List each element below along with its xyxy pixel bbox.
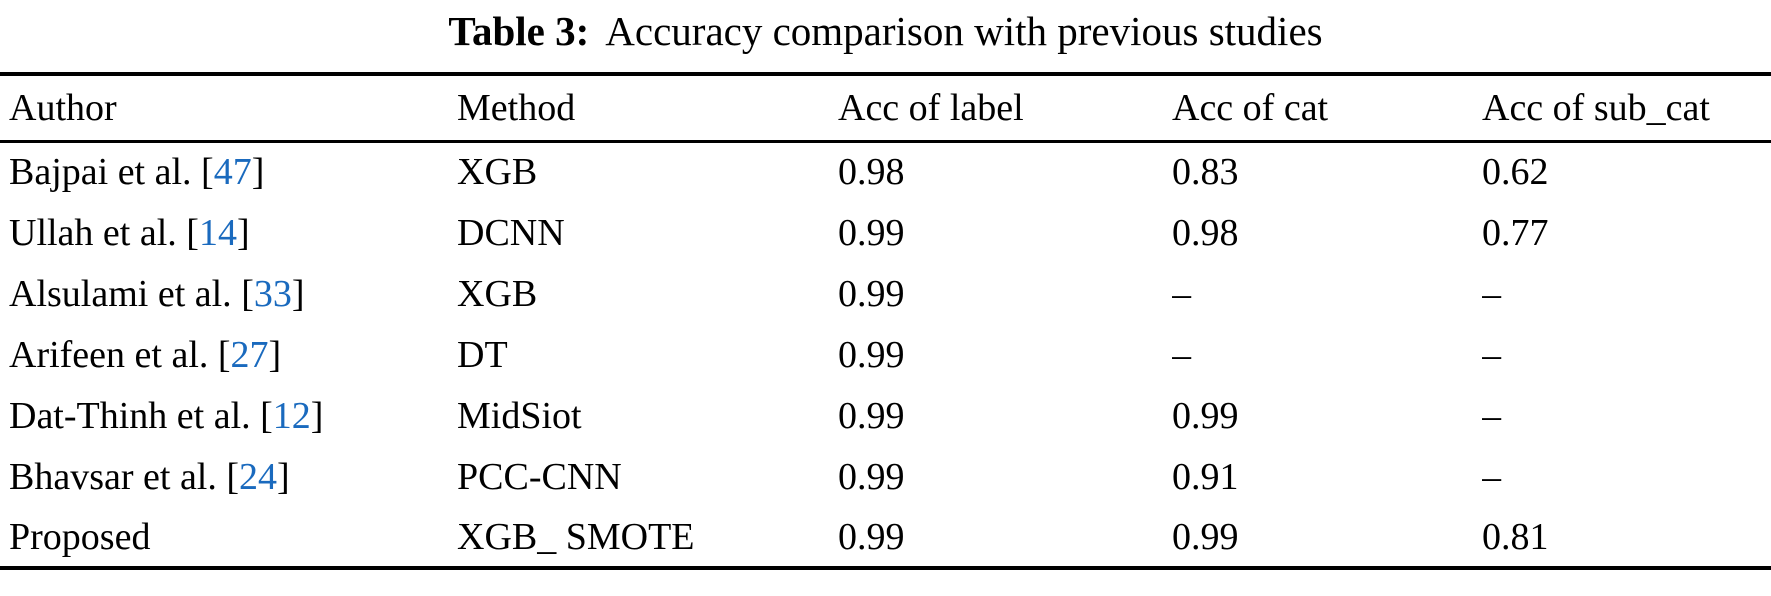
cite-bracket-open: [ xyxy=(208,333,231,376)
acc-cat-cell: – xyxy=(1172,272,1191,315)
acc-cat-cell: 0.91 xyxy=(1172,455,1239,498)
method-cell: XGB_ SMOTE xyxy=(457,515,695,558)
cite-bracket-open: [ xyxy=(176,211,199,254)
table-row: Bhavsar et al. [24] PCC-CNN 0.99 0.91 – xyxy=(0,446,1771,507)
col-header-author: Author xyxy=(9,86,117,129)
citation-link[interactable]: 27 xyxy=(230,333,269,376)
acc-label-cell: 0.98 xyxy=(838,151,905,194)
author-cell: Alsulami et al. [33] xyxy=(0,263,457,324)
author-name: Dat-Thinh et al. xyxy=(9,394,251,437)
table-row: Arifeen et al. [27] DT 0.99 – – xyxy=(0,324,1771,385)
acc-label-cell: 0.99 xyxy=(838,515,905,558)
method-cell: PCC-CNN xyxy=(457,455,622,498)
acc-subcat-cell: – xyxy=(1482,272,1501,315)
author-name: Arifeen et al. xyxy=(9,333,209,376)
citation-link[interactable]: 12 xyxy=(272,394,311,437)
acc-cat-cell: 0.98 xyxy=(1172,211,1239,254)
acc-label-cell: 0.99 xyxy=(838,272,905,315)
acc-cat-cell: 0.83 xyxy=(1172,151,1239,194)
cite-bracket-close: ] xyxy=(291,272,305,315)
col-header-acc-sub-cat: Acc of sub_cat xyxy=(1482,86,1710,129)
author-cell: Arifeen et al. [27] xyxy=(0,324,457,385)
cite-bracket-open: [ xyxy=(231,272,254,315)
table-row: Alsulami et al. [33] XGB 0.99 – – xyxy=(0,263,1771,324)
table-header-row: Author Method Acc of label Acc of cat Ac… xyxy=(0,74,1771,141)
method-cell: MidSiot xyxy=(457,394,582,437)
cite-bracket-open: [ xyxy=(191,151,214,194)
method-cell: DCNN xyxy=(457,211,565,254)
cite-bracket-open: [ xyxy=(250,394,273,437)
acc-subcat-cell: – xyxy=(1482,333,1501,376)
table-row: Dat-Thinh et al. [12] MidSiot 0.99 0.99 … xyxy=(0,385,1771,446)
cite-bracket-close: ] xyxy=(277,455,290,498)
acc-label-cell: 0.99 xyxy=(838,394,905,437)
author-name: Alsulami et al. xyxy=(9,272,232,315)
cite-bracket-close: ] xyxy=(268,333,282,376)
col-header-acc-cat: Acc of cat xyxy=(1172,86,1329,129)
acc-subcat-cell: – xyxy=(1482,455,1501,498)
author-cell: Proposed xyxy=(0,507,457,568)
acc-label-cell: 0.99 xyxy=(838,333,905,376)
table-caption-text: Accuracy comparison with previous studie… xyxy=(605,8,1323,54)
cite-bracket-close: ] xyxy=(310,394,324,437)
author-cell: Bajpai et al. [47] xyxy=(0,141,457,202)
acc-cat-cell: 0.99 xyxy=(1172,394,1239,437)
table-caption: Table 3: Accuracy comparison with previou… xyxy=(0,2,1771,60)
citation-link[interactable]: 33 xyxy=(253,272,292,315)
table-row: Bajpai et al. [47] XGB 0.98 0.83 0.62 xyxy=(0,141,1771,202)
citation-link[interactable]: 47 xyxy=(213,151,252,194)
method-cell: XGB xyxy=(457,151,538,194)
author-name: Proposed xyxy=(9,515,151,558)
acc-subcat-cell: – xyxy=(1482,394,1501,437)
author-name: Ullah et al. xyxy=(9,211,177,254)
acc-subcat-cell: 0.62 xyxy=(1482,151,1549,194)
cite-bracket-close: ] xyxy=(236,211,250,254)
accuracy-comparison-table: Author Method Acc of label Acc of cat Ac… xyxy=(0,72,1771,570)
acc-subcat-cell: 0.81 xyxy=(1482,515,1549,558)
cite-bracket-close: ] xyxy=(251,151,265,194)
author-name: Bhavsar et al. xyxy=(9,455,217,498)
acc-subcat-cell: 0.77 xyxy=(1482,211,1549,254)
table-row: Ullah et al. [14] DCNN 0.99 0.98 0.77 xyxy=(0,202,1771,263)
author-cell: Bhavsar et al. [24] xyxy=(0,446,457,507)
acc-label-cell: 0.99 xyxy=(838,455,905,498)
col-header-method: Method xyxy=(457,86,576,129)
acc-cat-cell: 0.99 xyxy=(1172,515,1239,558)
citation-link[interactable]: 14 xyxy=(198,211,237,254)
citation-link[interactable]: 24 xyxy=(239,455,278,498)
acc-label-cell: 0.99 xyxy=(838,211,905,254)
table-row: Proposed XGB_ SMOTE 0.99 0.99 0.81 xyxy=(0,507,1771,568)
acc-cat-cell: – xyxy=(1172,333,1191,376)
method-cell: DT xyxy=(457,333,508,376)
table-caption-label: Table 3: xyxy=(448,8,590,54)
author-name: Bajpai et al. xyxy=(9,151,192,194)
method-cell: XGB xyxy=(457,272,538,315)
cite-bracket-open: [ xyxy=(216,455,240,498)
author-cell: Ullah et al. [14] xyxy=(0,202,457,263)
col-header-acc-label: Acc of label xyxy=(838,86,1024,129)
author-cell: Dat-Thinh et al. [12] xyxy=(0,385,457,446)
